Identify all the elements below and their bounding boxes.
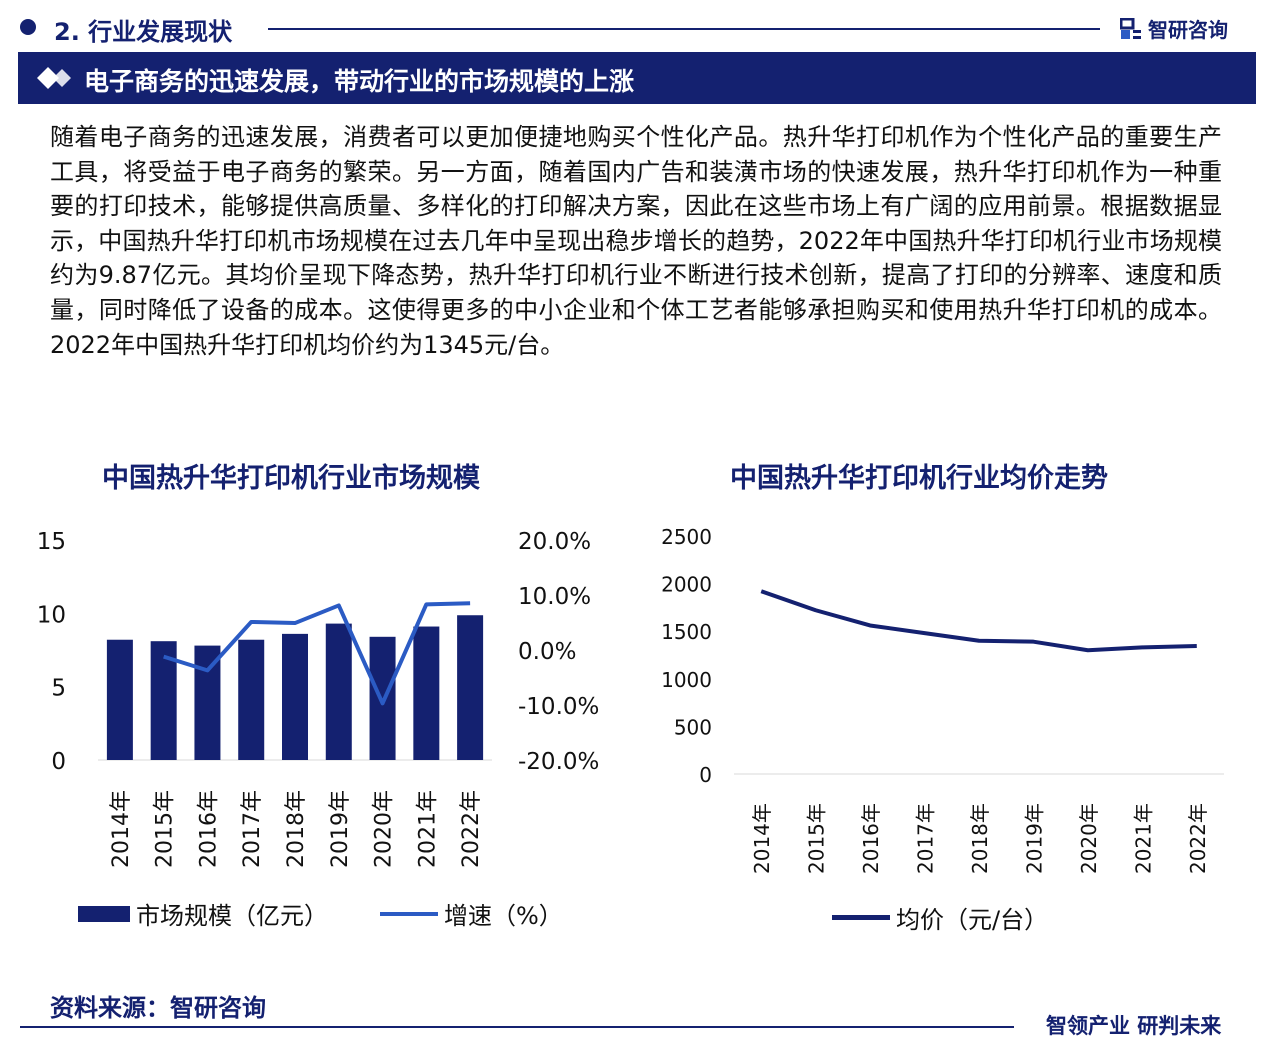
section-bullet <box>20 19 36 35</box>
legend-swatch-line <box>380 911 438 916</box>
chart1-bar <box>325 623 352 760</box>
chart2-xtick: 2017年 <box>914 803 938 874</box>
chart2-ytick: 0 <box>699 763 712 787</box>
chart2-ytick: 2000 <box>661 573 712 597</box>
chart1-bar <box>106 639 133 760</box>
chart-average-price: 0 500 1000 1500 2000 2500 2014年 2015年 2016年 2017年… <box>661 525 1224 874</box>
chart2-legend: 均价（元/台） <box>832 900 1048 935</box>
footer-slogan: 智领产业 研判未来 <box>1046 1014 1222 1038</box>
legend-swatch-bar <box>78 905 130 922</box>
chart2-xtick: 2018年 <box>968 803 992 874</box>
source-note: 资料来源：智研咨询 <box>50 994 266 1022</box>
legend-label-market-size: 市场规模（亿元） <box>136 902 328 930</box>
chart1-bar <box>413 626 440 760</box>
chart2-ytick: 1000 <box>661 668 712 692</box>
brand-logo-icon <box>1120 17 1141 39</box>
brand: 智研咨询 <box>1120 14 1228 43</box>
chart2-xtick: 2021年 <box>1131 803 1155 874</box>
chart1-xtick: 2021年 <box>415 790 440 868</box>
footer-rule <box>20 1026 1014 1028</box>
chart2-xtick: 2022年 <box>1186 803 1210 874</box>
chart2-xtick: 2015年 <box>805 803 829 874</box>
chart2-xtick: 2020年 <box>1077 803 1101 874</box>
header-rule <box>268 28 1100 30</box>
legend-swatch-price-line <box>832 915 890 920</box>
chart1-ytick: 5 <box>51 676 66 702</box>
body-paragraph: 随着电子商务的迅速发展，消费者可以更加便捷地购买个性化产品。热升华打印机作为个性… <box>50 123 1222 359</box>
chart1-ytick: 10 <box>37 602 66 628</box>
chart2-ytick: 500 <box>674 715 712 739</box>
chart1-xtick: 2014年 <box>109 790 134 868</box>
chart1-ytick: 15 <box>37 529 66 555</box>
chart1-xtick: 2022年 <box>459 790 484 868</box>
chart2-xtick: 2014年 <box>750 803 774 874</box>
chart2-title: 中国热升华打印机行业均价走势 <box>730 463 1108 494</box>
chart1-growth-line <box>163 601 471 706</box>
chart2-price-line <box>760 589 1197 653</box>
chart2-xtick: 2016年 <box>859 803 883 874</box>
chart1-y2tick: -10.0% <box>518 694 599 720</box>
chart1-bar <box>457 615 484 760</box>
chart1-bar <box>282 633 308 760</box>
chart1-legend-bars: 市场规模（亿元） <box>78 896 328 931</box>
chart1-legend-line: 增速（%） <box>380 896 563 931</box>
chart1-y2tick: 10.0% <box>518 584 591 610</box>
brand-name: 智研咨询 <box>1148 18 1228 42</box>
banner: 电子商务的迅速发展，带动行业的市场规模的上涨 <box>18 52 1256 104</box>
banner-title: 电子商务的迅速发展，带动行业的市场规模的上涨 <box>84 67 635 96</box>
chart1-y2tick: 0.0% <box>518 639 576 665</box>
chart1-xtick: 2016年 <box>196 790 221 868</box>
chart1-bar <box>238 639 265 760</box>
legend-label-growth: 增速（%） <box>444 902 563 930</box>
chart1-bar <box>194 645 221 760</box>
chart1-y2tick: 20.0% <box>518 529 591 555</box>
chart2-ytick: 2500 <box>661 525 712 549</box>
diamond-icon <box>37 67 71 89</box>
chart1-ytick: 0 <box>51 749 66 775</box>
chart1-y2tick: -20.0% <box>518 749 599 775</box>
legend-label-price: 均价（元/台） <box>896 906 1049 934</box>
chart1-xtick: 2015年 <box>153 790 178 868</box>
chart1-xtick: 2018年 <box>284 790 309 868</box>
chart2-ytick: 1500 <box>661 620 712 644</box>
chart1-title: 中国热升华打印机行业市场规模 <box>102 463 480 494</box>
chart-market-size: 0 5 10 15 -20.0% -10.0% 0.0% 10.0% 20.0% 2014年 201… <box>37 529 600 868</box>
chart1-xtick: 2017年 <box>240 790 265 868</box>
chart1-bar <box>369 636 396 760</box>
chart2-xtick: 2019年 <box>1022 803 1046 874</box>
section-title: 2. 行业发展现状 <box>54 18 233 46</box>
chart1-xtick: 2020年 <box>372 790 397 868</box>
chart1-xtick: 2019年 <box>328 790 353 868</box>
